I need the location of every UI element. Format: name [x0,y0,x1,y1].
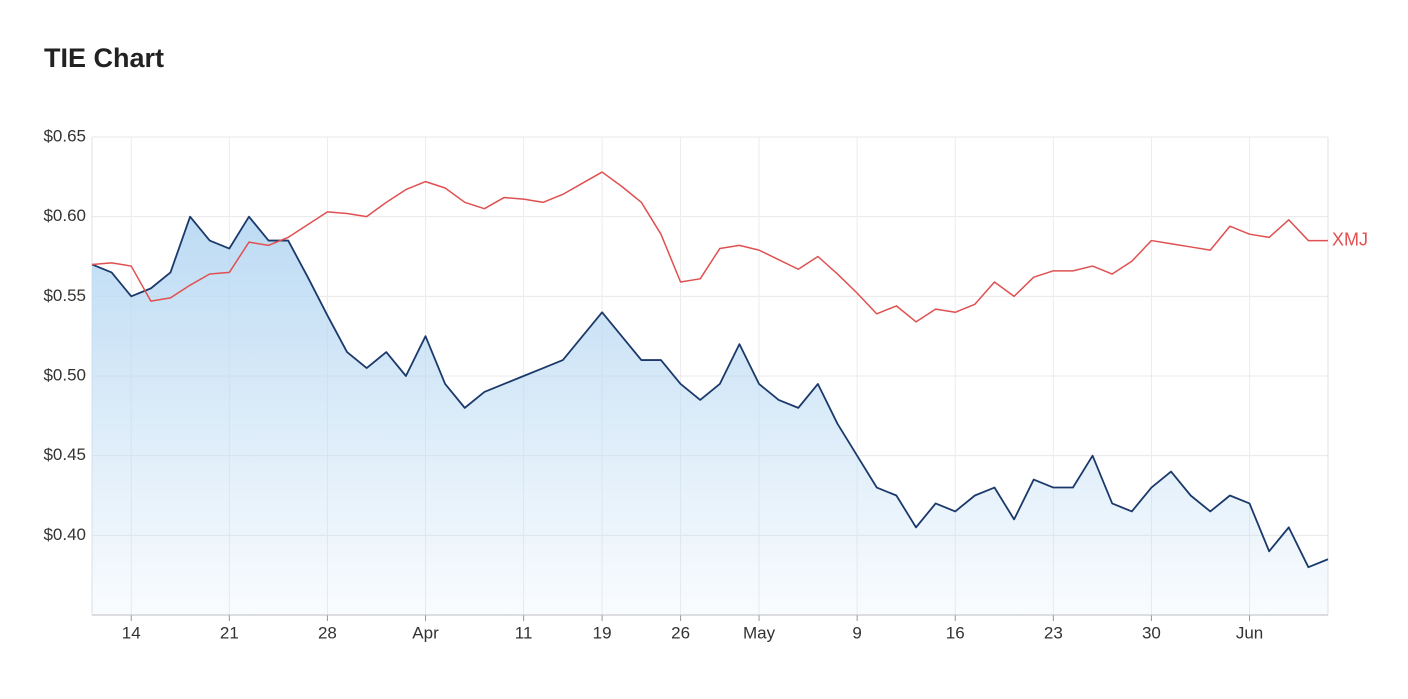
x-tick-label: 26 [671,623,690,642]
x-tick-label: 14 [122,623,141,642]
y-tick-label: $0.55 [43,286,86,305]
x-tick-label: 28 [318,623,337,642]
x-tick-label: 16 [946,623,965,642]
y-tick-label: $0.40 [43,525,86,544]
chart-title: TIE Chart [44,43,164,73]
x-tick-label: 30 [1142,623,1161,642]
x-tick-label: 11 [515,623,533,642]
x-tick-label: 23 [1044,623,1063,642]
x-tick-label: 19 [593,623,612,642]
x-tick-label: Jun [1236,623,1263,642]
y-tick-label: $0.45 [43,445,86,464]
x-tick-label: Apr [412,623,439,642]
x-tick-label: 9 [852,623,861,642]
y-tick-label: $0.50 [43,365,86,384]
x-tick-label: May [743,623,776,642]
y-tick-label: $0.65 [43,126,86,145]
area-fill [92,216,1328,615]
y-tick-label: $0.60 [43,206,86,225]
series-label: XMJ [1332,229,1368,249]
x-tick-label: 21 [220,623,239,642]
line-series [91,215,1329,569]
line-series [91,171,1328,323]
